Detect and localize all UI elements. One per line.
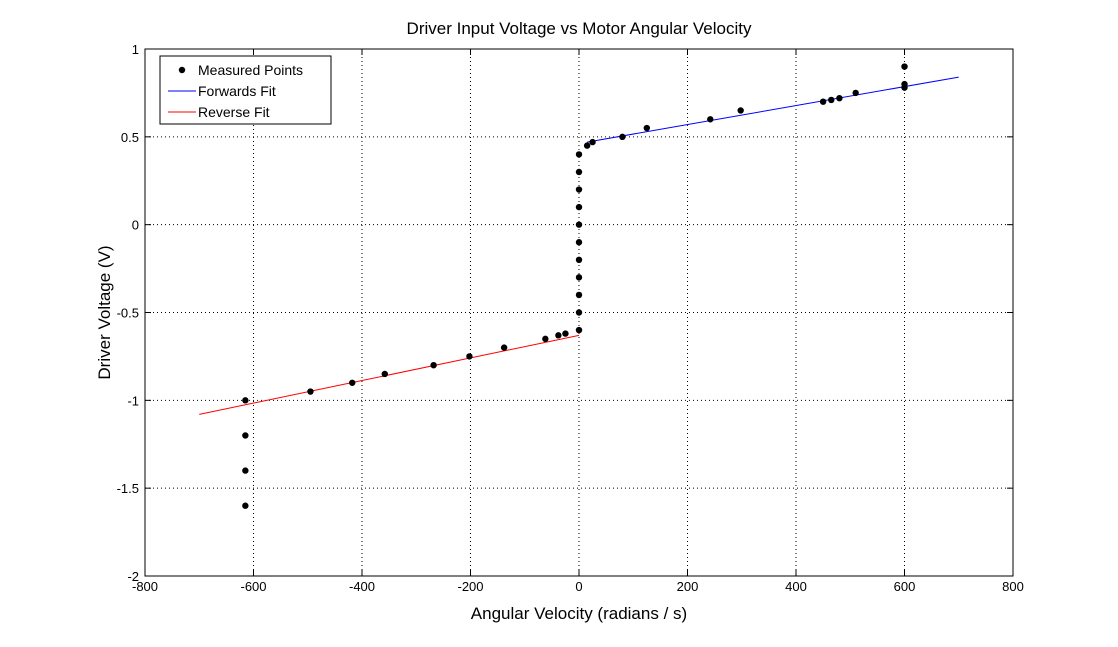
measured-point [575,221,583,228]
measured-point [852,89,859,97]
x-tick-label: -800 [132,579,158,594]
measured-point [575,256,583,263]
measured-point [555,332,562,339]
x-tick-label: 600 [894,579,916,594]
measured-point [575,291,583,299]
legend-box [159,55,332,125]
x-tick-label: 200 [677,579,699,594]
chart-title: Driver Input Voltage vs Motor Angular Ve… [407,19,752,38]
measured-point [643,124,651,132]
measured-point [381,370,388,378]
y-tick-label: 0 [132,218,139,233]
measured-point [430,362,437,369]
x-tick-label: -400 [349,579,375,594]
x-tick-label: -200 [457,579,483,594]
measured-point [349,379,356,386]
y-tick-label: -0.5 [117,306,139,321]
measured-point [242,502,249,509]
legend-label-measured-points: Measured Points [198,62,303,78]
measured-point [575,151,583,158]
measured-point [901,80,908,88]
x-axis-title: Angular Velocity (radians / s) [471,604,687,623]
legend: Measured Points Forwards Fit Reverse Fit [159,55,332,125]
x-tick-label: 800 [1002,579,1024,594]
measured-point [828,96,835,104]
grid-lines [145,49,1013,576]
measured-point [836,94,843,102]
axis-ticks: -800 -600 -400 -200 0 200 400 600 800 -2 -1.5 -1 -0.… [117,42,1024,594]
measured-point [500,344,508,351]
measured-point [575,168,583,176]
measured-point [562,330,569,337]
reverse-fit-line [199,334,580,415]
x-tick-label: 0 [575,579,582,594]
measured-point [619,133,626,141]
measured-point [466,353,473,360]
measured-point [575,274,583,281]
measured-point [901,63,908,70]
measured-point [242,467,249,474]
measured-point [589,138,596,146]
y-tick-label: 0.5 [121,130,139,145]
legend-label-forwards-fit: Forwards Fit [198,83,276,99]
measured-point [542,335,549,343]
measured-point [575,203,583,211]
legend-marker-measured-points [178,66,186,74]
x-tick-label: -600 [240,579,266,594]
measured-point [242,397,249,404]
legend-label-reverse-fit: Reverse Fit [198,104,270,120]
measured-point [575,326,583,334]
forwards-fit-line [587,76,959,143]
measured-point [575,309,583,316]
measured-point [583,142,591,149]
y-tick-label: -1 [127,393,139,408]
measured-point [575,239,583,246]
y-axis-title: Driver Voltage (V) [95,245,114,379]
measured-point [242,432,249,439]
plot-series [199,63,959,509]
measured-point [575,186,583,193]
measured-point [707,116,714,123]
x-tick-label: 400 [785,579,807,594]
measured-point [307,388,314,395]
y-tick-label: -2 [127,569,139,584]
measured-point [737,107,744,114]
y-tick-label: 1 [132,42,139,57]
measured-point [819,98,827,105]
y-tick-label: -1.5 [117,481,139,496]
